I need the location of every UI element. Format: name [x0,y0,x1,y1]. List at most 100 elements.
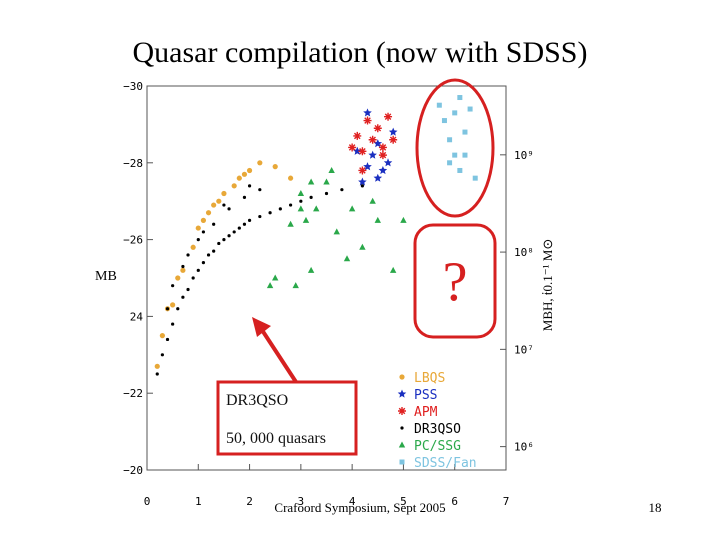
point [227,234,231,238]
point [333,228,340,235]
point [363,162,372,171]
point [313,205,320,212]
point [171,284,175,288]
highlight-oval [415,78,495,218]
x-tick-label: 4 [349,495,356,508]
point [242,195,247,199]
point [159,333,165,339]
plot-frame [146,85,507,471]
legend-label: DR3QSO [414,422,461,437]
point [196,268,200,272]
point [201,230,206,234]
point [307,178,315,185]
point [165,307,170,311]
point [257,160,263,166]
point [398,407,406,415]
point [272,274,279,281]
point [180,267,186,273]
y2-axis-label: MBH, ṫ0.1⁻¹ M⊙ [540,239,555,331]
point [237,226,241,230]
point [358,147,367,156]
y-tick-label: −28 [123,157,143,170]
point [212,249,216,253]
point [297,205,305,212]
point [368,150,377,159]
point [353,131,362,140]
point [457,167,463,173]
point [154,363,160,369]
point [292,282,299,289]
point [212,222,216,226]
x-tick-label: 7 [503,495,510,508]
point [452,152,458,158]
y-tick-label: −22 [123,387,143,400]
x-tick-label: 1 [195,495,202,508]
point [200,217,207,223]
x-tick-label: 3 [298,495,305,508]
point [363,108,372,117]
point [278,207,282,211]
point [343,255,351,262]
point [397,389,407,398]
arrow-head [252,317,271,337]
y2-tick-label: 10⁷ [514,343,534,356]
point [190,244,196,250]
point [400,426,404,430]
footer: Crafoord Symposium, Sept 2005 [274,500,445,515]
point [452,110,458,116]
point [378,166,388,175]
y2-tick-label: 10⁶ [514,441,534,454]
point [462,129,468,135]
y-tick-label: −20 [123,464,143,477]
point [170,302,176,308]
point [299,199,303,203]
point [165,337,170,342]
point [246,167,253,174]
page-number: 18 [649,500,662,515]
point [324,191,329,196]
point [288,175,294,181]
y-tick-label: 24 [130,310,144,323]
highlight-box [413,223,497,339]
point [447,137,453,143]
point [398,441,406,448]
point [211,202,217,208]
point [181,295,185,299]
point [217,241,221,246]
point [268,211,272,215]
point [205,210,212,216]
x-tick-label: 6 [451,495,458,508]
point [340,188,344,192]
point [383,158,393,167]
point [363,116,372,125]
point [400,216,407,223]
point [160,353,164,357]
point [399,374,405,380]
point [201,261,206,265]
legend-label: PSS [414,388,437,403]
point [266,282,274,289]
slide-title: Quasar compilation (now with SDSS) [133,36,588,69]
point [378,151,387,160]
point [258,214,262,219]
point [191,276,195,280]
point [186,253,190,257]
legend-label: SDSS/Fan [414,456,477,471]
legend-label: PC/SSG [414,439,461,454]
y-tick-label: −26 [123,234,143,247]
point [247,184,252,188]
point [216,198,222,204]
point [360,184,364,188]
point [348,143,357,152]
point [302,216,310,223]
point [236,175,242,181]
callout-title: DR3QSO [226,392,288,409]
point [358,166,367,175]
point [384,112,393,121]
point [389,266,397,273]
point [353,146,362,155]
point [175,275,181,281]
point [457,95,463,101]
point [222,238,226,242]
point [388,127,398,136]
